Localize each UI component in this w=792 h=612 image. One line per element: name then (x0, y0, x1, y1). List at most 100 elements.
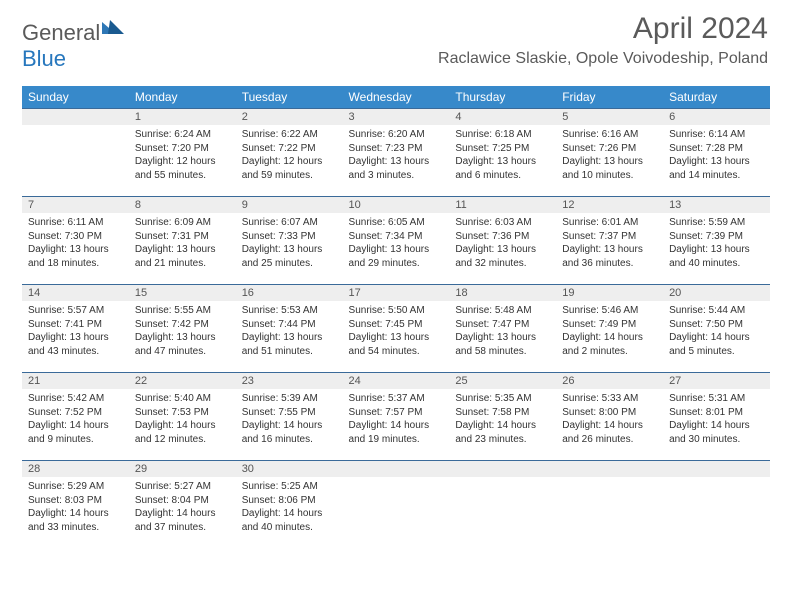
sunset-text: Sunset: 7:26 PM (562, 142, 657, 156)
sunset-text: Sunset: 8:03 PM (28, 494, 123, 508)
sunrise-text: Sunrise: 6:09 AM (135, 216, 230, 230)
daylight-text: Daylight: 14 hours and 40 minutes. (242, 507, 337, 534)
day-header: Thursday (449, 86, 556, 109)
sunset-text: Sunset: 7:47 PM (455, 318, 550, 332)
sunrise-text: Sunrise: 5:44 AM (669, 304, 764, 318)
sunrise-text: Sunrise: 5:31 AM (669, 392, 764, 406)
day-number: 2 (236, 109, 343, 125)
day-number (343, 461, 450, 477)
sunset-text: Sunset: 7:53 PM (135, 406, 230, 420)
calendar-day-cell: 24Sunrise: 5:37 AMSunset: 7:57 PMDayligh… (343, 373, 450, 461)
daylight-text: Daylight: 14 hours and 19 minutes. (349, 419, 444, 446)
sunrise-text: Sunrise: 5:59 AM (669, 216, 764, 230)
day-details: Sunrise: 5:57 AMSunset: 7:41 PMDaylight:… (22, 301, 129, 364)
day-details: Sunrise: 6:18 AMSunset: 7:25 PMDaylight:… (449, 125, 556, 188)
daylight-text: Daylight: 14 hours and 23 minutes. (455, 419, 550, 446)
calendar-day-cell: 27Sunrise: 5:31 AMSunset: 8:01 PMDayligh… (663, 373, 770, 461)
day-number: 26 (556, 373, 663, 389)
daylight-text: Daylight: 13 hours and 18 minutes. (28, 243, 123, 270)
calendar-day-cell: 30 Sunrise: 5:25 AMSunset: 8:06 PMDayligh… (236, 461, 343, 549)
day-number: 22 (129, 373, 236, 389)
day-number: 11 (449, 197, 556, 213)
daylight-text: Daylight: 12 hours and 55 minutes. (135, 155, 230, 182)
day-number: 30 (236, 461, 343, 477)
calendar-day-cell: 8Sunrise: 6:09 AMSunset: 7:31 PMDaylight… (129, 197, 236, 285)
sunrise-text: Sunrise: 6:01 AM (562, 216, 657, 230)
day-number: 7 (22, 197, 129, 213)
calendar-day-cell: 28Sunrise: 5:29 AMSunset: 8:03 PMDayligh… (22, 461, 129, 549)
sunset-text: Sunset: 7:58 PM (455, 406, 550, 420)
day-details: Sunrise: 6:05 AMSunset: 7:34 PMDaylight:… (343, 213, 450, 276)
day-number: 20 (663, 285, 770, 301)
daylight-text: Daylight: 13 hours and 51 minutes. (242, 331, 337, 358)
day-number (449, 461, 556, 477)
daylight-text: Daylight: 14 hours and 16 minutes. (242, 419, 337, 446)
day-details: Sunrise: 5:40 AMSunset: 7:53 PMDaylight:… (129, 389, 236, 452)
day-number: 10 (343, 197, 450, 213)
day-number: 5 (556, 109, 663, 125)
daylight-text: Daylight: 13 hours and 36 minutes. (562, 243, 657, 270)
sunset-text: Sunset: 7:23 PM (349, 142, 444, 156)
page-header: GeneralBlue April 2024 Raclawice Slaskie… (0, 0, 792, 78)
sunrise-text: Sunrise: 6:16 AM (562, 128, 657, 142)
daylight-text: Daylight: 13 hours and 21 minutes. (135, 243, 230, 270)
page-title: April 2024 (633, 12, 768, 46)
sunset-text: Sunset: 7:41 PM (28, 318, 123, 332)
brand-logo: GeneralBlue (22, 20, 124, 72)
daylight-text: Daylight: 14 hours and 26 minutes. (562, 419, 657, 446)
daylight-text: Daylight: 13 hours and 3 minutes. (349, 155, 444, 182)
day-details (556, 477, 663, 537)
sunrise-text: Sunrise: 5:25 AM (242, 480, 337, 494)
day-number: 23 (236, 373, 343, 389)
calendar-week-row: 7Sunrise: 6:11 AMSunset: 7:30 PMDaylight… (22, 197, 770, 285)
day-details (22, 125, 129, 185)
sunset-text: Sunset: 8:06 PM (242, 494, 337, 508)
sunrise-text: Sunrise: 5:57 AM (28, 304, 123, 318)
calendar-day-cell: 29Sunrise: 5:27 AMSunset: 8:04 PMDayligh… (129, 461, 236, 549)
daylight-text: Daylight: 14 hours and 9 minutes. (28, 419, 123, 446)
calendar-day-cell: 23Sunrise: 5:39 AMSunset: 7:55 PMDayligh… (236, 373, 343, 461)
daylight-text: Daylight: 14 hours and 12 minutes. (135, 419, 230, 446)
daylight-text: Daylight: 13 hours and 43 minutes. (28, 331, 123, 358)
day-number: 6 (663, 109, 770, 125)
day-details: Sunrise: 5:53 AMSunset: 7:44 PMDaylight:… (236, 301, 343, 364)
day-details: Sunrise: 6:14 AMSunset: 7:28 PMDaylight:… (663, 125, 770, 188)
daylight-text: Daylight: 13 hours and 29 minutes. (349, 243, 444, 270)
calendar-empty-cell (343, 461, 450, 549)
calendar-day-cell: 21Sunrise: 5:42 AMSunset: 7:52 PMDayligh… (22, 373, 129, 461)
calendar-empty-cell (22, 109, 129, 197)
calendar-day-cell: 3Sunrise: 6:20 AMSunset: 7:23 PMDaylight… (343, 109, 450, 197)
daylight-text: Daylight: 13 hours and 10 minutes. (562, 155, 657, 182)
day-number: 27 (663, 373, 770, 389)
day-details: Sunrise: 5:33 AMSunset: 8:00 PMDaylight:… (556, 389, 663, 452)
sunset-text: Sunset: 7:22 PM (242, 142, 337, 156)
day-details: Sunrise: 5:31 AMSunset: 8:01 PMDaylight:… (663, 389, 770, 452)
day-details: Sunrise: 5:50 AMSunset: 7:45 PMDaylight:… (343, 301, 450, 364)
day-number: 25 (449, 373, 556, 389)
calendar-week-row: 1Sunrise: 6:24 AMSunset: 7:20 PMDaylight… (22, 109, 770, 197)
sunrise-text: Sunrise: 5:53 AM (242, 304, 337, 318)
sunset-text: Sunset: 7:55 PM (242, 406, 337, 420)
day-details: Sunrise: 6:22 AMSunset: 7:22 PMDaylight:… (236, 125, 343, 188)
daylight-text: Daylight: 14 hours and 33 minutes. (28, 507, 123, 534)
day-number: 14 (22, 285, 129, 301)
sunset-text: Sunset: 7:37 PM (562, 230, 657, 244)
calendar-week-row: 28Sunrise: 5:29 AMSunset: 8:03 PMDayligh… (22, 461, 770, 549)
day-details (449, 477, 556, 537)
daylight-text: Daylight: 14 hours and 5 minutes. (669, 331, 764, 358)
sunrise-text: Sunrise: 6:20 AM (349, 128, 444, 142)
calendar-day-cell: 17Sunrise: 5:50 AMSunset: 7:45 PMDayligh… (343, 285, 450, 373)
day-header: Tuesday (236, 86, 343, 109)
day-number: 21 (22, 373, 129, 389)
day-header: Saturday (663, 86, 770, 109)
sunrise-text: Sunrise: 6:03 AM (455, 216, 550, 230)
sunset-text: Sunset: 8:00 PM (562, 406, 657, 420)
sunrise-text: Sunrise: 5:33 AM (562, 392, 657, 406)
calendar-day-cell: 2Sunrise: 6:22 AMSunset: 7:22 PMDaylight… (236, 109, 343, 197)
sunset-text: Sunset: 7:34 PM (349, 230, 444, 244)
sunset-text: Sunset: 7:36 PM (455, 230, 550, 244)
sunset-text: Sunset: 8:01 PM (669, 406, 764, 420)
day-header: Monday (129, 86, 236, 109)
day-details: Sunrise: 6:03 AMSunset: 7:36 PMDaylight:… (449, 213, 556, 276)
calendar-week-row: 14Sunrise: 5:57 AMSunset: 7:41 PMDayligh… (22, 285, 770, 373)
